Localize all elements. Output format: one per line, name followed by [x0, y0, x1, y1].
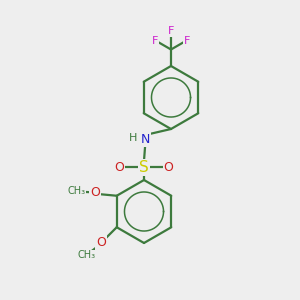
Text: N: N [140, 133, 150, 146]
Text: F: F [183, 35, 190, 46]
Text: S: S [139, 160, 149, 175]
Text: F: F [152, 35, 159, 46]
Text: O: O [164, 161, 173, 174]
Text: H: H [129, 133, 137, 143]
Text: F: F [168, 26, 174, 37]
Text: O: O [115, 161, 124, 174]
Text: O: O [90, 186, 100, 199]
Text: O: O [96, 236, 106, 249]
Text: CH₃: CH₃ [68, 186, 85, 196]
Text: CH₃: CH₃ [77, 250, 95, 260]
